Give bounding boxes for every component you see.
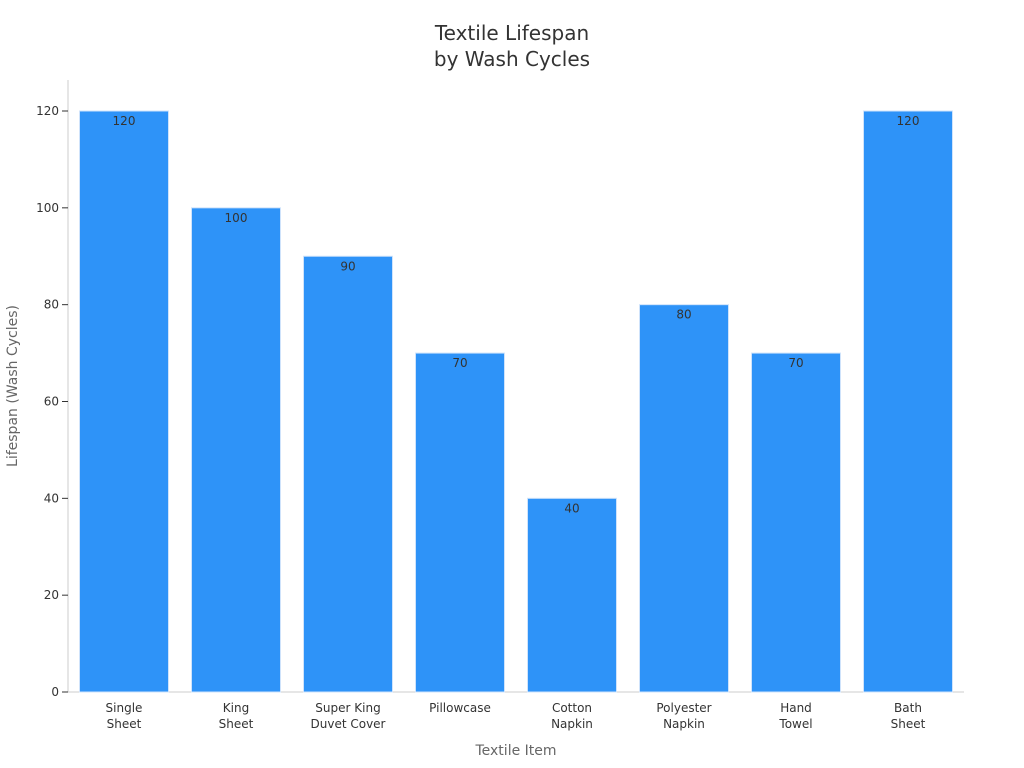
- x-axis-title: Textile Item: [474, 743, 556, 759]
- x-tick-label-line: Duvet Cover: [311, 717, 386, 731]
- x-tick-label-line: Sheet: [891, 717, 926, 731]
- x-tick-label: Bath Sheet: [891, 701, 926, 731]
- x-tick-label: Pillowcase: [429, 701, 491, 715]
- bar-value-label: 70: [452, 356, 467, 370]
- x-tick-label-line: Cotton: [552, 701, 592, 715]
- y-tick-label: 60: [44, 395, 59, 409]
- x-tick-label-line: Sheet: [219, 717, 254, 731]
- bar-value-label: 120: [897, 114, 920, 128]
- y-tick-label: 80: [44, 298, 59, 312]
- bar: [527, 497, 617, 693]
- bar-value-label: 120: [113, 114, 136, 128]
- y-tick-label: 40: [44, 491, 59, 505]
- bar: [751, 352, 841, 693]
- bar-value-label: 100: [225, 211, 248, 225]
- x-axis-ticks: Single Sheet King Sheet Super King Duvet Cove…: [106, 701, 926, 731]
- bar: [415, 352, 505, 693]
- chart-title-line-2: by Wash Cycles: [434, 47, 590, 71]
- bar: [639, 304, 729, 693]
- y-tick-label: 120: [36, 104, 59, 118]
- x-tick-label: Polyester Napkin: [656, 701, 711, 731]
- bar-value-label: 70: [788, 356, 803, 370]
- bar: [191, 207, 281, 693]
- x-tick-label-line: King: [223, 701, 249, 715]
- x-tick-label-line: Sheet: [107, 717, 142, 731]
- x-tick-label-line: Napkin: [663, 717, 705, 731]
- bar: [863, 110, 953, 693]
- x-tick-label: King Sheet: [219, 701, 254, 731]
- x-tick-label: Super King Duvet Cover: [311, 701, 386, 731]
- y-tick-label: 100: [36, 201, 59, 215]
- x-tick-label-line: Single: [106, 701, 143, 715]
- bar-value-label: 80: [676, 308, 691, 322]
- x-tick-label-line: Polyester: [656, 701, 711, 715]
- x-tick-label: Hand Towel: [778, 701, 812, 731]
- y-axis-ticks: 0 20 40 60 80 100 120: [36, 104, 68, 699]
- bar-value-label: 40: [564, 501, 579, 515]
- x-tick-label-line: Hand: [780, 701, 812, 715]
- x-tick-label-line: Super King: [315, 701, 380, 715]
- y-tick-label: 20: [44, 588, 59, 602]
- bars-group: 120 100 90 70 40 80 70 120: [79, 110, 953, 693]
- x-tick-label-line: Pillowcase: [429, 701, 491, 715]
- chart-title-line-1: Textile Lifespan: [434, 21, 589, 45]
- y-axis-title: Lifespan (Wash Cycles): [5, 305, 21, 467]
- bar: [79, 110, 169, 693]
- x-tick-label: Single Sheet: [106, 701, 143, 731]
- x-tick-label-line: Towel: [778, 717, 812, 731]
- x-tick-label-line: Bath: [894, 701, 922, 715]
- x-tick-label-line: Napkin: [551, 717, 593, 731]
- bar-value-label: 90: [340, 259, 355, 273]
- x-tick-label: Cotton Napkin: [551, 701, 593, 731]
- bar: [303, 255, 393, 693]
- y-tick-label: 0: [51, 685, 59, 699]
